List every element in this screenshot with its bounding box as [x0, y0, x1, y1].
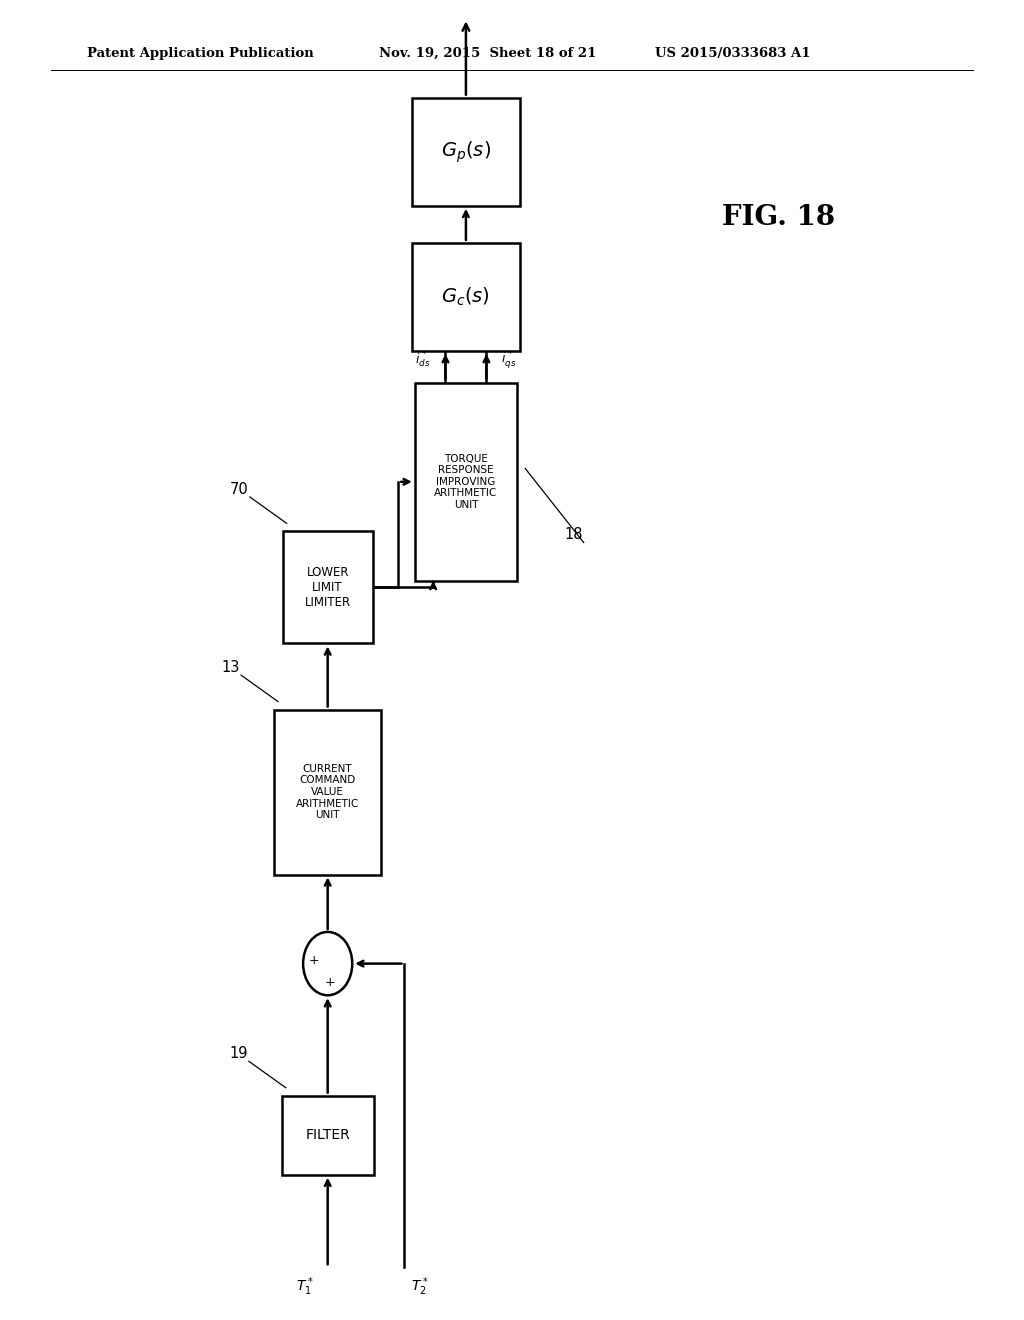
- Circle shape: [303, 932, 352, 995]
- Bar: [412, 243, 520, 351]
- Text: $T_2^*$: $T_2^*$: [411, 1275, 429, 1299]
- Text: US 2015/0333683 A1: US 2015/0333683 A1: [655, 46, 811, 59]
- Text: $G_p(s)$: $G_p(s)$: [441, 139, 490, 165]
- Bar: [283, 531, 373, 643]
- Text: $i_{qs}^*$: $i_{qs}^*$: [501, 350, 517, 371]
- Text: +: +: [325, 975, 336, 989]
- Text: 13: 13: [222, 660, 240, 675]
- Text: 70: 70: [230, 482, 249, 496]
- Text: $T_1^*$: $T_1^*$: [296, 1275, 314, 1299]
- Text: FIG. 18: FIG. 18: [722, 205, 835, 231]
- Text: Patent Application Publication: Patent Application Publication: [87, 46, 313, 59]
- Text: LOWER
LIMIT
LIMITER: LOWER LIMIT LIMITER: [304, 566, 351, 609]
- Text: $i_{ds}^*$: $i_{ds}^*$: [415, 350, 431, 371]
- Bar: [415, 383, 517, 581]
- Text: +: +: [309, 954, 319, 968]
- Text: CURRENT
COMMAND
VALUE
ARITHMETIC
UNIT: CURRENT COMMAND VALUE ARITHMETIC UNIT: [296, 764, 359, 820]
- Text: TORQUE
RESPONSE
IMPROVING
ARITHMETIC
UNIT: TORQUE RESPONSE IMPROVING ARITHMETIC UNI…: [434, 454, 498, 510]
- Text: FILTER: FILTER: [305, 1129, 350, 1142]
- Text: Nov. 19, 2015  Sheet 18 of 21: Nov. 19, 2015 Sheet 18 of 21: [379, 46, 596, 59]
- Text: $G_c(s)$: $G_c(s)$: [441, 286, 490, 308]
- Text: 18: 18: [564, 527, 583, 543]
- Bar: [412, 98, 520, 206]
- Bar: [282, 1096, 374, 1175]
- Bar: [274, 710, 381, 874]
- Text: 19: 19: [229, 1045, 248, 1061]
